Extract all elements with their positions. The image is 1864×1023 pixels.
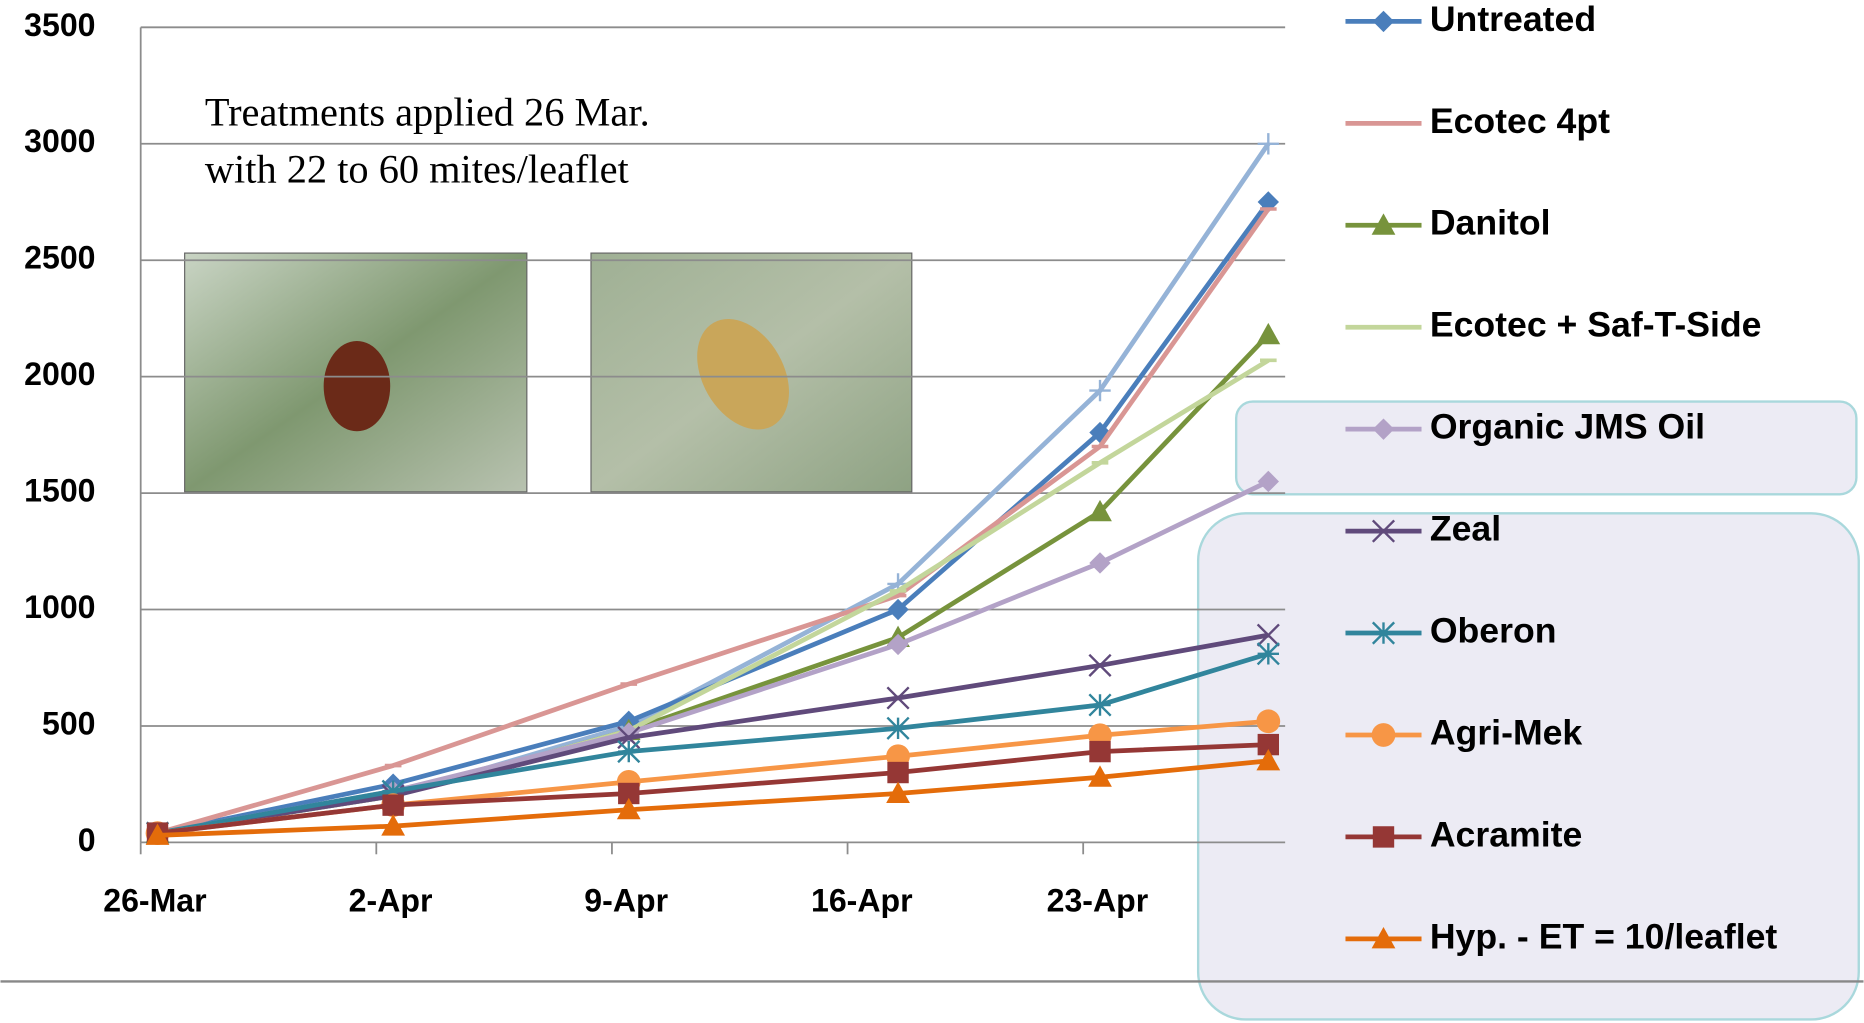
legend-marker	[1372, 723, 1396, 747]
legend-label: Untreated	[1430, 0, 1596, 39]
x-tick-label: 26-Mar	[103, 882, 206, 918]
y-tick-label: 2500	[24, 240, 95, 276]
x-tick-label: 16-Apr	[811, 882, 913, 918]
legend-item: Danitol	[1345, 203, 1550, 243]
annotation: with 22 to 60 mites/leaflet	[205, 147, 629, 192]
series	[146, 749, 1281, 845]
legend-label: Acramite	[1430, 814, 1582, 854]
marker	[618, 741, 639, 762]
legend-item: Ecotec 4pt	[1345, 101, 1610, 141]
legend-marker	[1373, 11, 1394, 32]
x-tick-label: 2-Apr	[349, 882, 433, 918]
legend-label: Hyp. - ET = 10/leaflet	[1430, 916, 1778, 956]
marker	[887, 634, 908, 655]
legend-marker	[1373, 622, 1394, 643]
legend-item: Untreated	[1345, 0, 1596, 39]
y-tick-label: 1500	[24, 473, 95, 509]
annotation: Treatments applied 26 Mar.	[205, 90, 650, 135]
y-tick-label: 3500	[24, 7, 95, 43]
marker	[1258, 643, 1279, 664]
marker	[1256, 709, 1280, 733]
y-tick-label: 2000	[24, 356, 95, 392]
chart: Treatments applied 26 Mar. with 22 to 60…	[0, 0, 1864, 1023]
legend-label: Danitol	[1430, 203, 1551, 243]
y-tick-label: 1000	[24, 589, 95, 625]
legend-label: Zeal	[1430, 509, 1501, 549]
legend-item: Ecotec + Saf-T-Side	[1345, 305, 1761, 345]
marker	[382, 794, 403, 815]
marker	[1089, 694, 1110, 715]
photo-mite	[324, 341, 391, 431]
marker	[887, 762, 908, 783]
marker	[1089, 552, 1110, 573]
marker	[887, 718, 908, 739]
legend-label: Agri-Mek	[1430, 712, 1583, 752]
legend-marker	[1373, 826, 1394, 847]
marker	[1089, 741, 1110, 762]
x-tick-label: 23-Apr	[1047, 882, 1149, 918]
x-tick-label: 9-Apr	[584, 882, 668, 918]
marker	[1256, 323, 1280, 344]
legend-label: Oberon	[1430, 610, 1557, 650]
y-tick-label: 3000	[24, 123, 95, 159]
legend-label: Ecotec 4pt	[1430, 101, 1610, 141]
y-tick-label: 0	[78, 822, 96, 858]
legend-label: Organic JMS Oil	[1430, 407, 1705, 447]
y-tick-label: 500	[42, 705, 96, 741]
legend-label: Ecotec + Saf-T-Side	[1430, 305, 1762, 345]
